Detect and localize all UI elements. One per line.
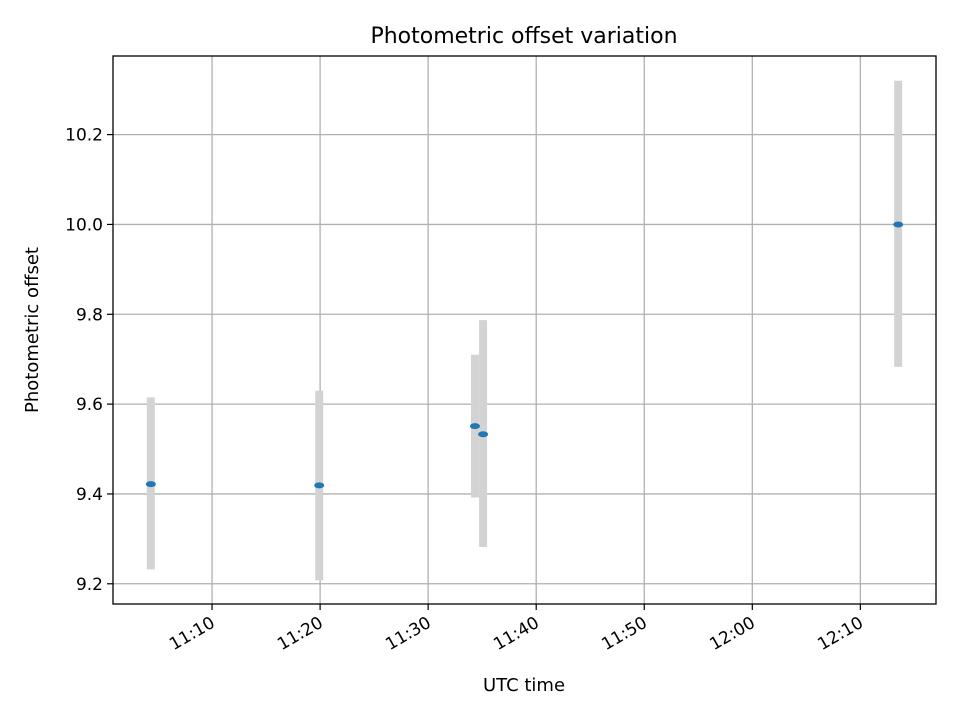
data-point [314, 482, 325, 489]
x-tick-label: 11:10 [166, 613, 218, 655]
plot-area [112, 55, 937, 605]
x-tick-label: 12:00 [706, 613, 758, 655]
x-tick-label: 11:30 [382, 613, 434, 655]
grid [113, 56, 936, 604]
x-tick-label: 12:10 [814, 613, 866, 655]
y-tick-label: 9.8 [76, 305, 103, 325]
x-tick-label: 11:50 [598, 613, 650, 655]
y-axis: 9.2 9.4 9.6 9.8 10.0 10.2 [65, 126, 113, 595]
error-bars [146, 80, 903, 581]
y-axis-label: Photometric offset [22, 247, 43, 413]
x-tick-label: 11:20 [274, 613, 326, 655]
data-point [478, 431, 489, 438]
x-axis-label: UTC time [483, 675, 565, 696]
data-points [145, 221, 904, 489]
x-axis: 11:10 11:20 11:30 11:40 11:50 12:00 12:10 [166, 604, 867, 655]
y-tick-label: 9.2 [76, 575, 103, 595]
data-point [469, 423, 480, 430]
y-tick-label: 10.0 [65, 215, 103, 235]
y-tick-label: 10.2 [65, 126, 103, 146]
chart-title: Photometric offset variation [370, 24, 677, 49]
data-point [893, 221, 904, 228]
data-point [145, 481, 156, 488]
y-tick-label: 9.6 [76, 395, 103, 415]
y-tick-label: 9.4 [76, 485, 103, 505]
x-tick-label: 11:40 [490, 613, 542, 655]
